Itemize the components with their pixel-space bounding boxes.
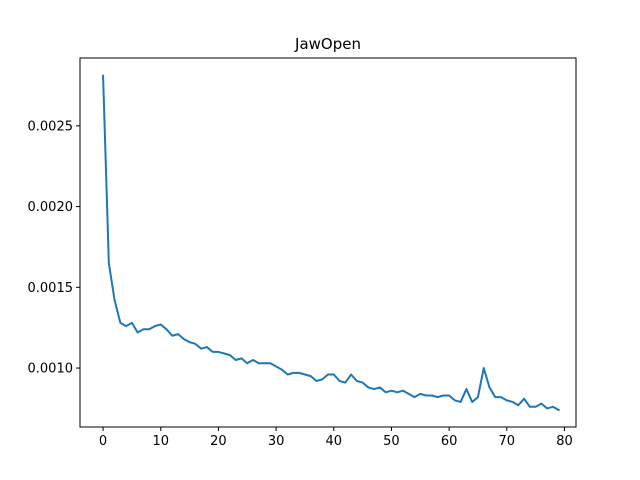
x-tick-label: 70 xyxy=(499,434,516,449)
x-tick-label: 60 xyxy=(441,434,458,449)
x-tick-label: 40 xyxy=(325,434,342,449)
y-tick-label: 0.0025 xyxy=(28,119,74,134)
x-tick-label: 50 xyxy=(383,434,400,449)
y-tick-label: 0.0010 xyxy=(28,362,74,377)
y-tick-label: 0.0020 xyxy=(28,200,74,215)
plot-area xyxy=(102,74,561,412)
x-tick-label: 0 xyxy=(99,434,107,449)
chart-title: JawOpen xyxy=(294,35,361,53)
x-tick-label: 30 xyxy=(268,434,285,449)
y-tick-label: 0.0015 xyxy=(28,281,74,296)
series-line-0 xyxy=(102,74,561,412)
plot-frame xyxy=(79,57,577,428)
x-tick-label: 80 xyxy=(556,434,573,449)
x-tick-label: 10 xyxy=(152,434,169,449)
axes: 0 10 20 30 40 50 60 70 80 0.0010 0.0015 0.0020 0.002… xyxy=(28,57,577,449)
x-tick-label: 20 xyxy=(210,434,227,449)
